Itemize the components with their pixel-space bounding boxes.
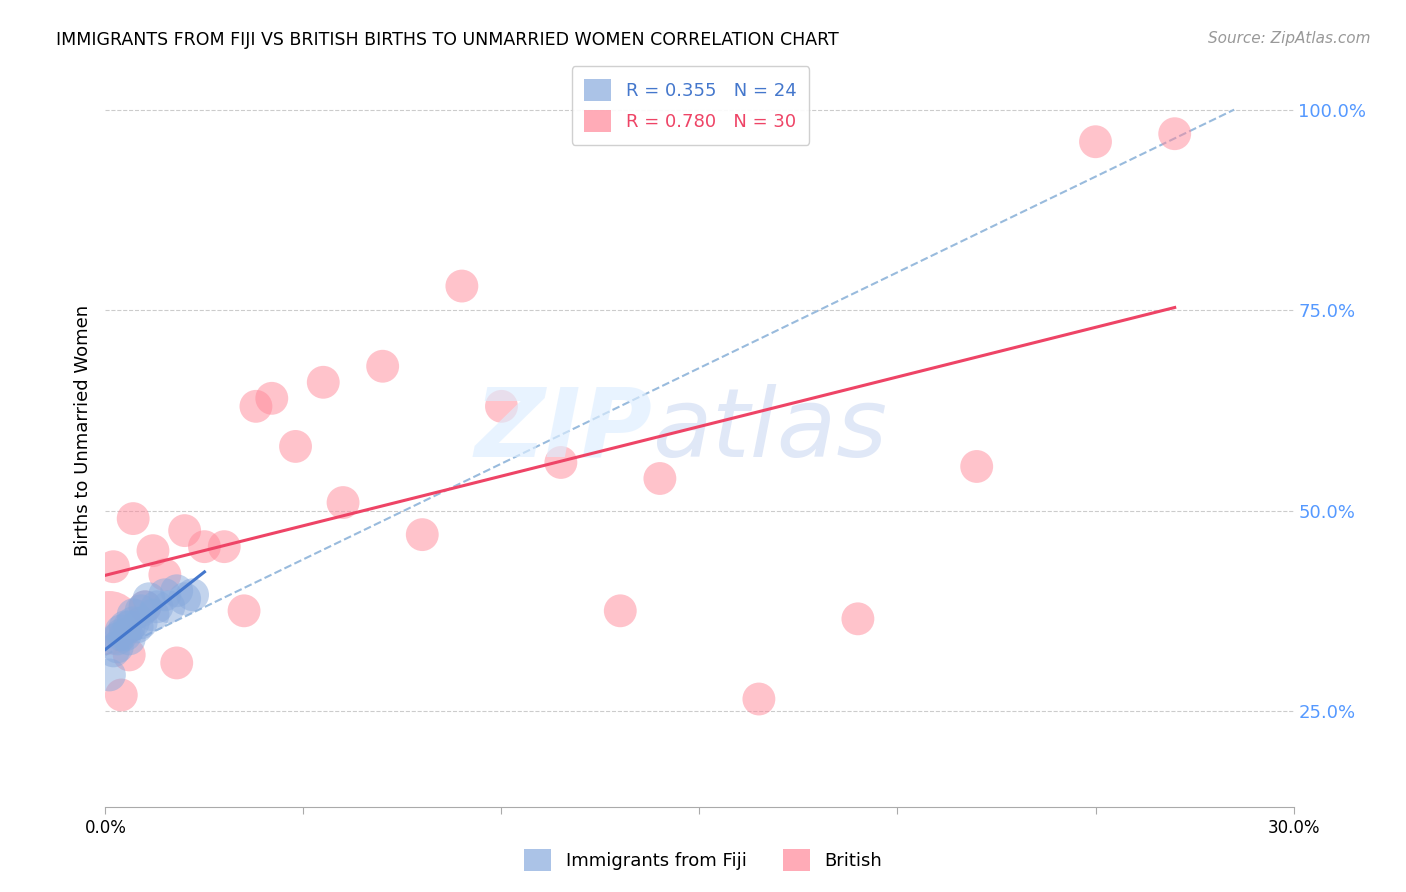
Point <box>846 612 869 626</box>
Point <box>245 400 267 414</box>
Point <box>110 688 132 702</box>
Point <box>98 615 121 630</box>
Point <box>233 604 256 618</box>
Point <box>332 495 354 509</box>
Point <box>181 588 204 602</box>
Point <box>411 527 433 541</box>
Point <box>105 632 128 646</box>
Point <box>105 640 128 654</box>
Point <box>103 559 125 574</box>
Y-axis label: Births to Unmarried Women: Births to Unmarried Women <box>73 305 91 556</box>
Legend: R = 0.355   N = 24, R = 0.780   N = 30: R = 0.355 N = 24, R = 0.780 N = 30 <box>572 66 810 145</box>
Point <box>138 591 160 606</box>
Point <box>173 524 195 538</box>
Point <box>157 599 180 614</box>
Point <box>142 607 165 622</box>
Point <box>110 624 132 638</box>
Point <box>134 599 156 614</box>
Point <box>122 607 145 622</box>
Point <box>609 604 631 618</box>
Text: Source: ZipAtlas.com: Source: ZipAtlas.com <box>1208 31 1371 46</box>
Point <box>1164 127 1187 141</box>
Point <box>118 648 141 662</box>
Point <box>166 583 188 598</box>
Point <box>129 604 152 618</box>
Point <box>966 459 988 474</box>
Point <box>260 392 283 406</box>
Point <box>166 656 188 670</box>
Point <box>648 471 671 485</box>
Point <box>153 567 176 582</box>
Point <box>98 668 121 682</box>
Point <box>371 359 394 374</box>
Point <box>214 540 236 554</box>
Point <box>103 644 125 658</box>
Point <box>122 511 145 525</box>
Legend: Immigrants from Fiji, British: Immigrants from Fiji, British <box>517 842 889 879</box>
Point <box>129 615 152 630</box>
Point <box>1084 135 1107 149</box>
Point <box>118 620 141 634</box>
Point <box>284 439 307 453</box>
Point <box>127 620 149 634</box>
Point <box>142 543 165 558</box>
Text: IMMIGRANTS FROM FIJI VS BRITISH BIRTHS TO UNMARRIED WOMEN CORRELATION CHART: IMMIGRANTS FROM FIJI VS BRITISH BIRTHS T… <box>56 31 839 49</box>
Point <box>118 632 141 646</box>
Point <box>114 620 136 634</box>
Point <box>153 588 176 602</box>
Point <box>748 692 770 706</box>
Point <box>146 599 169 614</box>
Point <box>173 591 195 606</box>
Point <box>312 376 335 390</box>
Point <box>193 540 215 554</box>
Point <box>491 400 513 414</box>
Point <box>450 279 472 293</box>
Point <box>134 599 156 614</box>
Point <box>550 455 572 469</box>
Text: atlas: atlas <box>652 384 887 477</box>
Point <box>122 615 145 630</box>
Point <box>110 628 132 642</box>
Point <box>114 628 136 642</box>
Text: ZIP: ZIP <box>474 384 652 477</box>
